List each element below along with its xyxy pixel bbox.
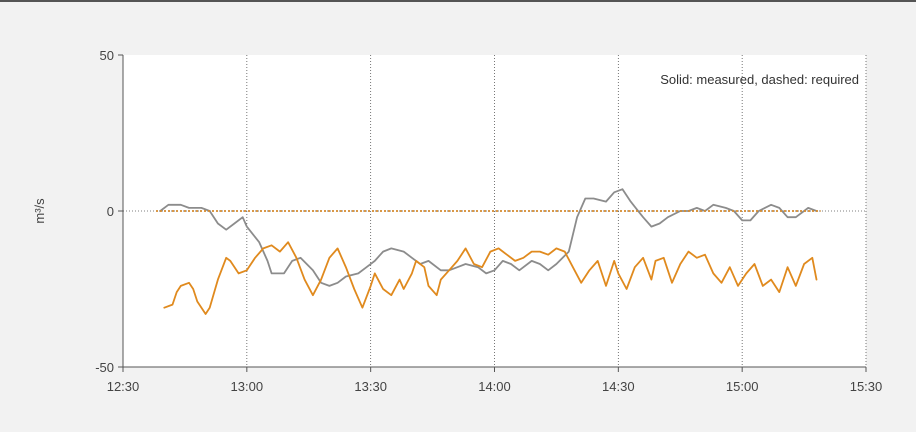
x-tick-label: 15:00	[726, 379, 759, 394]
x-tick-label: 12:30	[107, 379, 140, 394]
x-tick-label: 13:30	[354, 379, 387, 394]
x-tick-label: 15:30	[850, 379, 883, 394]
x-ticks: 12:30 13:00 13:30 14:00 14:30 15:00 15:30	[107, 367, 883, 394]
y-tick-label: 0	[107, 204, 114, 219]
x-tick-label: 13:00	[231, 379, 264, 394]
x-tick-label: 14:00	[478, 379, 511, 394]
series-line-1	[163, 241, 818, 315]
legend-annotation: Solid: measured, dashed: required	[660, 72, 859, 87]
y-axis-label: m³/s	[32, 198, 47, 224]
series-layer	[156, 188, 821, 315]
grid	[123, 55, 867, 367]
y-tick-label: -50	[95, 360, 114, 375]
y-tick-label: 50	[100, 48, 114, 63]
y-ticks: 50 0 -50	[95, 48, 123, 375]
x-tick-label: 14:30	[602, 379, 635, 394]
